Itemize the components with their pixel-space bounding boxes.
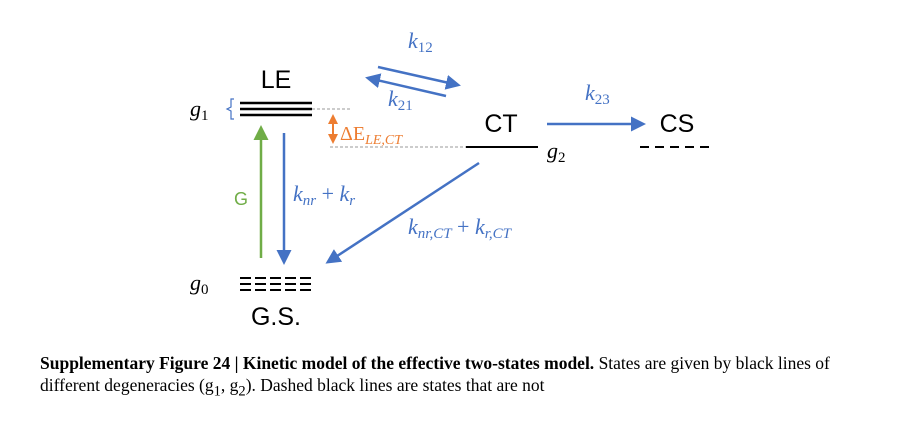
k23-label: k23 <box>585 80 610 108</box>
ct-decay-label: knr,CT + kr,CT <box>408 214 513 242</box>
delta-e-label: ΔELE,CT <box>340 123 403 148</box>
caption-text: States are given by black lines of diffe… <box>40 353 830 395</box>
ct-label: CT <box>484 110 517 138</box>
g0-label: g0 <box>190 270 209 298</box>
generation-label: G <box>234 189 248 209</box>
g1-bracket <box>225 98 234 120</box>
caption-sub-1: 1 <box>213 383 221 400</box>
caption-title: Supplementary Figure 24 | Kinetic model … <box>40 353 595 373</box>
le-state-levels <box>240 101 312 117</box>
k12-label: k12 <box>408 28 433 56</box>
cs-label: CS <box>660 110 695 138</box>
ct-decay-arrow <box>325 161 480 264</box>
k21-arrow <box>365 73 447 98</box>
le-label: LE <box>261 66 292 94</box>
k12-arrow <box>377 65 461 90</box>
caption-sub-2: 2 <box>238 383 246 400</box>
g1-label: g1 <box>190 96 209 124</box>
g2-label: g2 <box>547 138 566 166</box>
figure-caption: Supplementary Figure 24 | Kinetic model … <box>40 352 890 403</box>
le-decay-label: knr + kr <box>293 181 355 209</box>
k21-label: k21 <box>388 86 413 114</box>
gs-label: G.S. <box>251 303 301 331</box>
kinetic-model-diagram: LE CT CS G.S. g1 g2 g0 k12 k21 k23 knr +… <box>190 28 712 331</box>
caption-text-end: ). Dashed black lines are states that ar… <box>245 375 545 395</box>
caption-text-mid: , g <box>220 375 239 395</box>
gs-state-levels <box>240 277 312 291</box>
